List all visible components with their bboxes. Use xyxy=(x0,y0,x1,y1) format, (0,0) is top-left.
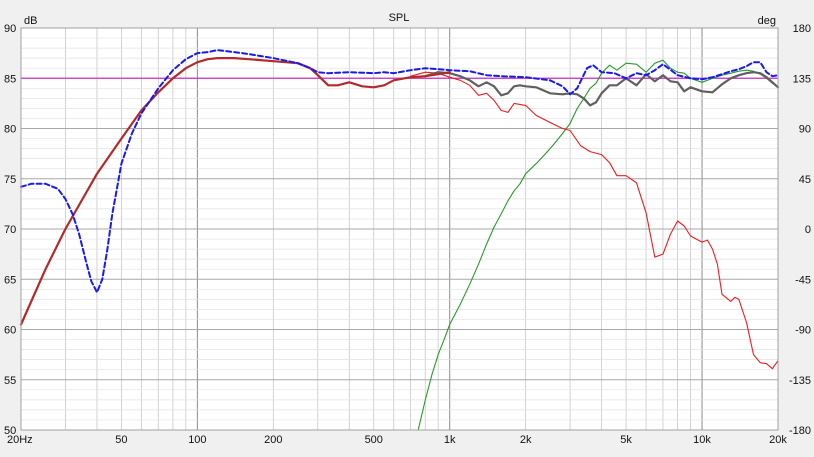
y-left-tick-label: 75 xyxy=(4,174,16,186)
y-right-tick-label: -45 xyxy=(795,274,811,286)
label-layer: 50 55 60 65 70 75 80 85 90 -180 -135 -90 -45 0 45 90 135… xyxy=(4,23,811,446)
y-right-tick-label: -135 xyxy=(789,375,811,387)
series-line-darkred xyxy=(19,57,451,326)
y-axis-left-label: dB xyxy=(24,15,37,27)
x-tick-label: 2k xyxy=(520,434,532,446)
y-right-tick-label: -90 xyxy=(795,325,811,337)
series-line-red xyxy=(410,71,779,370)
x-tick-label: 20k xyxy=(769,434,787,446)
y-left-tick-label: 55 xyxy=(4,375,16,387)
y-left-tick-label: 90 xyxy=(4,23,16,35)
series-line-blue xyxy=(20,49,779,294)
x-tick-label: 10k xyxy=(693,434,711,446)
y-left-tick-label: 85 xyxy=(4,73,16,85)
x-tick-label: 20Hz xyxy=(7,434,33,446)
x-tick-label: 50 xyxy=(115,434,127,446)
chart-title: SPL xyxy=(389,12,410,24)
series-line-gray xyxy=(424,71,780,107)
plot-frame xyxy=(20,27,779,431)
y-left-tick-label: 65 xyxy=(4,274,16,286)
y-left-tick-label: 60 xyxy=(4,325,16,337)
y-right-tick-label: 45 xyxy=(799,174,811,186)
x-tick-label: 200 xyxy=(264,434,282,446)
x-tick-label: 500 xyxy=(365,434,383,446)
x-tick-label: 1k xyxy=(444,434,456,446)
y-right-tick-label: 0 xyxy=(805,224,811,236)
y-right-tick-label: 180 xyxy=(793,23,811,35)
y-right-tick-label: 135 xyxy=(793,73,811,85)
y-left-tick-label: 80 xyxy=(4,124,16,136)
y-left-tick-label: 70 xyxy=(4,224,16,236)
y-right-tick-label: -180 xyxy=(789,425,811,437)
grid-layer xyxy=(20,27,779,431)
y-left-tick-label: 50 xyxy=(4,425,16,437)
series-layer xyxy=(19,49,780,431)
x-tick-label: 100 xyxy=(188,434,206,446)
y-axis-right-label: deg xyxy=(758,15,776,27)
y-right-tick-label: 90 xyxy=(799,124,811,136)
x-tick-label: 5k xyxy=(620,434,632,446)
series-line-green xyxy=(417,59,779,431)
